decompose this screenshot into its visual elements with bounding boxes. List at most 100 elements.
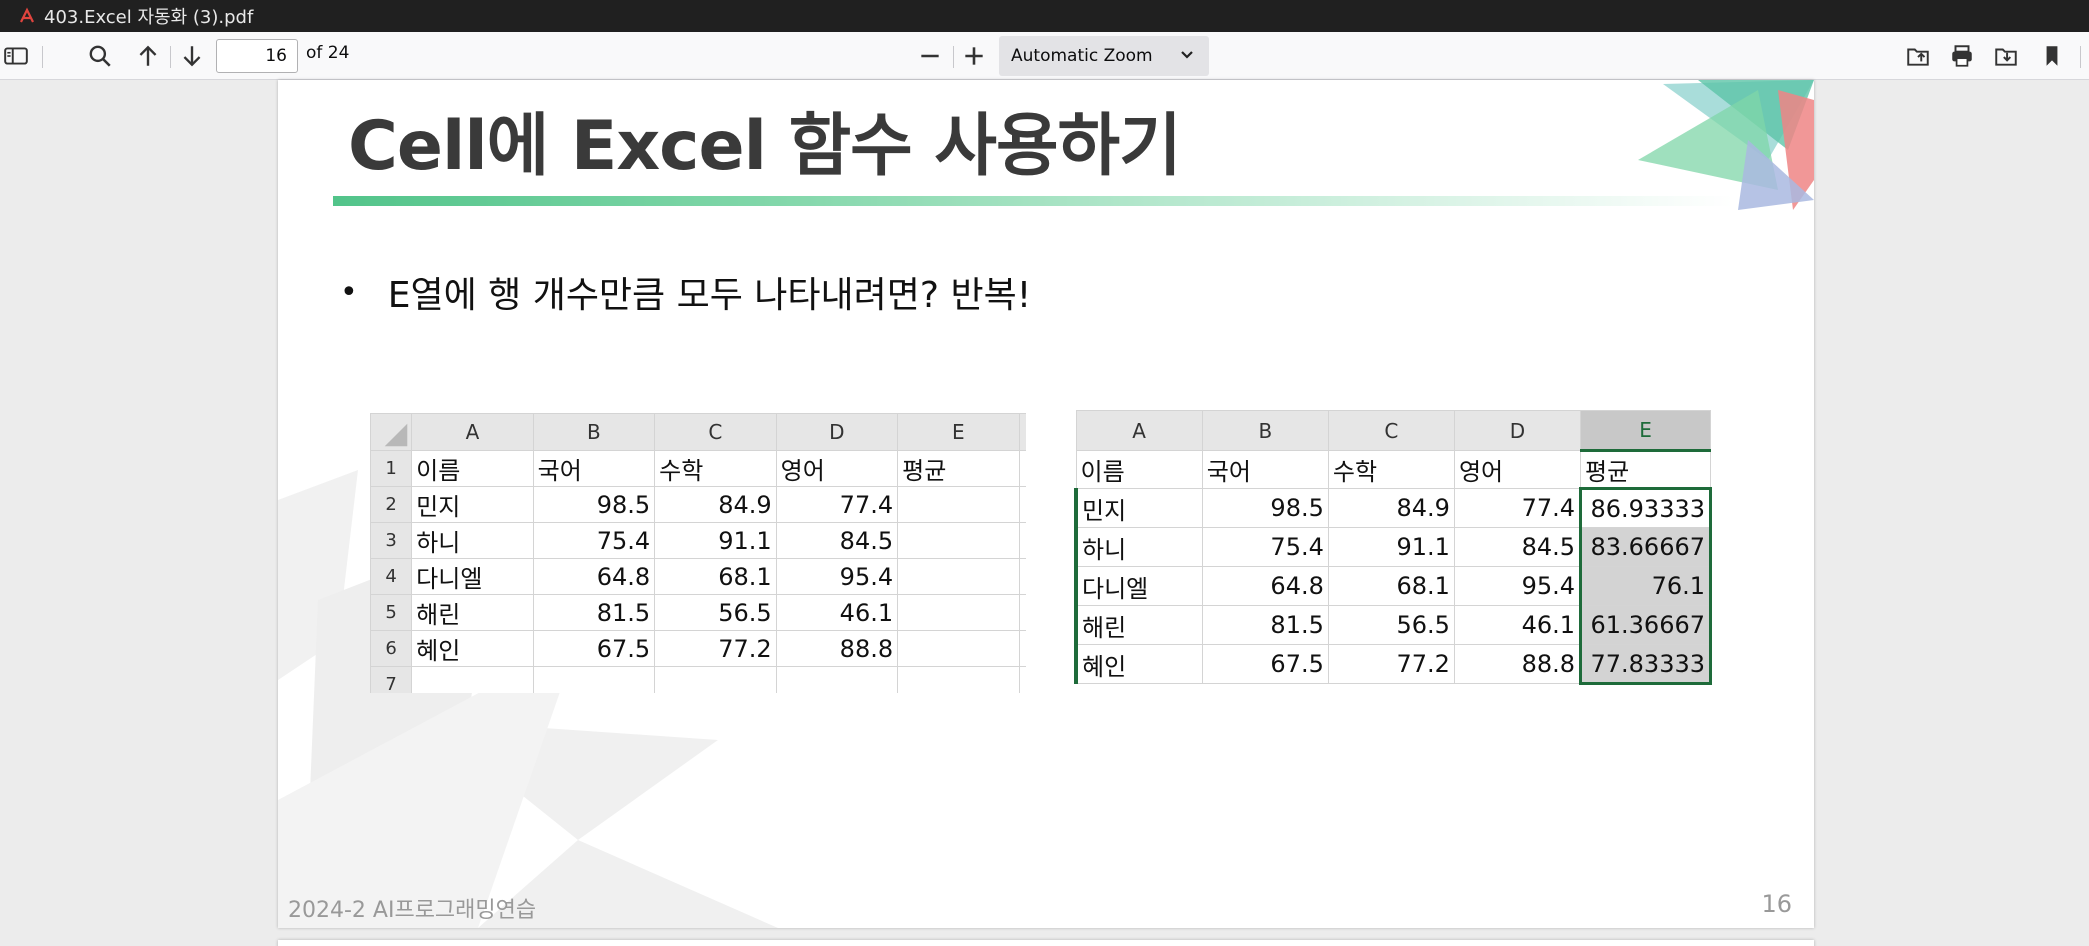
cell [897, 666, 1020, 693]
cell: 84.5 [775, 522, 899, 559]
print-icon[interactable] [1946, 40, 1978, 72]
row-header: 7 [370, 666, 413, 693]
column-header-selected: E [1580, 410, 1711, 452]
pdf-icon [20, 7, 34, 23]
table-row: 5 해린 81.5 56.5 46.1 [370, 594, 1026, 631]
open-file-icon[interactable] [1902, 40, 1934, 72]
table-row: 하니 75.4 91.1 84.5 83.66667 [1074, 527, 1712, 567]
cell: 88.8 [1453, 644, 1582, 684]
cell [1018, 594, 1026, 631]
cell: 하니 [1074, 527, 1203, 567]
cell: 국어 [1201, 450, 1329, 489]
row-header: 5 [370, 594, 413, 631]
cell [897, 594, 1020, 631]
cell: 77.4 [775, 486, 899, 523]
row-header: 4 [370, 558, 413, 595]
zoom-out-icon[interactable] [914, 40, 946, 72]
column-header: D [1453, 410, 1582, 451]
table-row: 4 다니엘 64.8 68.1 95.4 [370, 558, 1026, 595]
cell [1018, 630, 1026, 667]
cell: 하니 [411, 522, 534, 559]
table-row: 해린 81.5 56.5 46.1 61.36667 [1074, 605, 1712, 645]
cell: 64.8 [1201, 566, 1329, 606]
cell [1018, 486, 1026, 523]
pdf-page: Cell에 Excel 함수 사용하기 • E열에 행 개수만큼 모두 나타내려… [278, 80, 1814, 928]
cell [897, 630, 1020, 667]
table-row: 3 하니 75.4 91.1 84.5 [370, 522, 1026, 559]
cell: 영어 [1453, 450, 1582, 489]
cell: 국어 [532, 450, 656, 487]
table-row: 7 [370, 666, 1026, 693]
cell: 56.5 [1327, 605, 1455, 645]
spreadsheet-grid: A B C D E 1 이름 국어 수학 영어 평균 2 민지 98.5 84.… [370, 413, 1026, 693]
sidebar-toggle-icon[interactable] [0, 40, 32, 72]
cell: 77.2 [654, 630, 777, 667]
cell [411, 666, 534, 693]
cell: 평균 [897, 450, 1020, 487]
bullet-point: • E열에 행 개수만큼 모두 나타내려면? 반복! [340, 266, 1031, 318]
spreadsheet-grid: A B C D E 이름 국어 수학 영어 평균 민지 98.5 84.9 77… [1074, 410, 1712, 685]
cell-selected: 86.93333 [1579, 487, 1712, 528]
bullet-marker: • [340, 274, 358, 310]
slide-title: Cell에 Excel 함수 사용하기 [348, 107, 1182, 186]
cell: 77.2 [1327, 644, 1455, 684]
download-icon[interactable] [1990, 40, 2022, 72]
column-header: C [1327, 410, 1455, 451]
table-row: 2 민지 98.5 84.9 77.4 [370, 486, 1026, 523]
cell: 84.5 [1453, 527, 1582, 567]
cell [1018, 522, 1026, 559]
toolbar-separator [2080, 46, 2081, 68]
column-header: A [1075, 410, 1203, 451]
column-header: B [532, 413, 656, 451]
table-row: 혜인 67.5 77.2 88.8 77.83333 [1074, 644, 1712, 685]
cell: 67.5 [1201, 644, 1329, 684]
spreadsheet-before: A B C D E 1 이름 국어 수학 영어 평균 2 민지 98.5 84.… [370, 413, 1026, 693]
cell [897, 486, 1020, 523]
column-header: E [897, 413, 1020, 451]
cell: 88.8 [775, 630, 899, 667]
zoom-select[interactable]: Automatic Zoom [999, 36, 1209, 76]
cell [897, 522, 1020, 559]
cell [897, 558, 1020, 595]
cell: 해린 [411, 594, 534, 631]
page-number-input[interactable] [216, 39, 298, 73]
cell: 혜인 [411, 630, 534, 667]
cell: 다니엘 [1074, 566, 1203, 606]
table-row: 1 이름 국어 수학 영어 평균 [370, 450, 1026, 487]
table-row: 민지 98.5 84.9 77.4 86.93333 [1074, 487, 1712, 528]
page-count-label: of 24 [306, 43, 350, 63]
cell: 56.5 [654, 594, 777, 631]
cell: 75.4 [1201, 527, 1329, 567]
toolbar-separator [170, 46, 171, 68]
zoom-in-icon[interactable] [958, 40, 990, 72]
cell: 수학 [1327, 450, 1455, 489]
next-pdf-page [278, 940, 1814, 946]
toolbar-separator [42, 46, 43, 68]
cell [1018, 450, 1026, 487]
table-row: 이름 국어 수학 영어 평균 [1075, 450, 1711, 489]
search-icon[interactable] [84, 40, 116, 72]
chevron-down-icon [1181, 51, 1193, 59]
arrow-down-icon[interactable] [176, 40, 208, 72]
cell-selected: 83.66667 [1579, 527, 1712, 567]
cell: 98.5 [1201, 488, 1329, 528]
arrow-up-icon[interactable] [132, 40, 164, 72]
cell: 84.9 [1327, 488, 1455, 528]
bookmark-icon[interactable] [2036, 40, 2068, 72]
toolbar-separator [953, 46, 954, 68]
cell [1018, 558, 1026, 595]
slide-page-number: 16 [1761, 890, 1792, 918]
cell: 다니엘 [411, 558, 534, 595]
cell [1018, 666, 1026, 693]
column-header: C [654, 413, 777, 451]
cell: 이름 [1075, 450, 1203, 489]
cell [775, 666, 899, 693]
cell-selected: 76.1 [1579, 566, 1712, 606]
cell: 이름 [411, 450, 534, 487]
cell: 영어 [775, 450, 899, 487]
spreadsheet-after: A B C D E 이름 국어 수학 영어 평균 민지 98.5 84.9 77… [1074, 410, 1714, 693]
cell-selected: 61.36667 [1579, 605, 1712, 645]
cell: 64.8 [532, 558, 656, 595]
cell: 67.5 [532, 630, 656, 667]
cell: 해린 [1074, 605, 1203, 645]
